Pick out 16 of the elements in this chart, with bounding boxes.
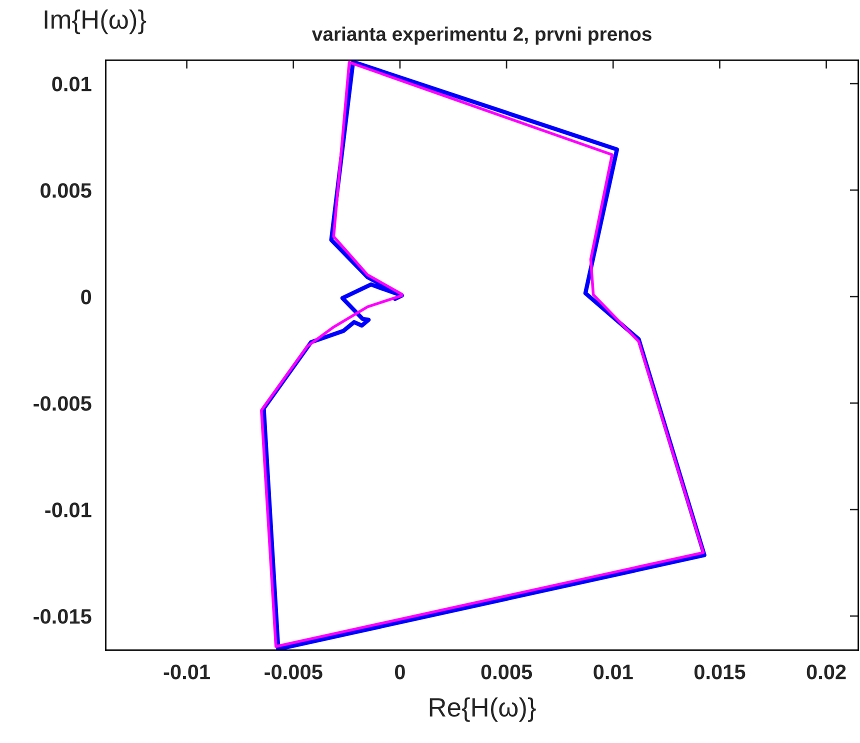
x-tick-label: 0.005 bbox=[481, 664, 532, 680]
x-tick-label: 0 bbox=[394, 664, 405, 680]
x-tick-label: 0.01 bbox=[594, 664, 633, 680]
y-tick-label: -0.005 bbox=[34, 396, 92, 411]
y-tick-label: 0.005 bbox=[40, 183, 92, 198]
y-tick-label: -0.01 bbox=[45, 502, 92, 518]
y-tick-label: 0 bbox=[81, 290, 92, 304]
y-axis-title: Im{H(ω)} bbox=[44, 10, 146, 34]
x-axis-title: Re{H(ω)} bbox=[430, 697, 536, 722]
x-tick-label: -0.005 bbox=[264, 664, 322, 680]
chart-title: varianta experimentu 2, prvni prenos bbox=[312, 26, 652, 45]
x-tick-label: -0.01 bbox=[164, 664, 210, 680]
y-tick-label: -0.015 bbox=[34, 609, 92, 624]
y-tick-label: 0.01 bbox=[52, 76, 92, 92]
x-tick-label: 0.015 bbox=[694, 664, 746, 680]
x-tick-label: 0.02 bbox=[806, 664, 846, 680]
